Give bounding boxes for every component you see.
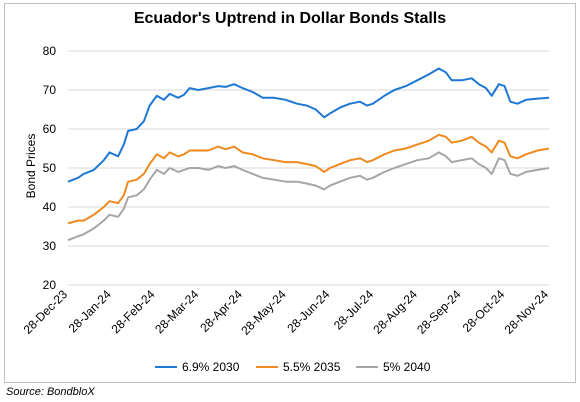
chart-frame bbox=[4, 3, 576, 383]
x-tick-label: 28-Jul-24 bbox=[331, 287, 377, 333]
y-tick-label: 30 bbox=[43, 239, 57, 253]
y-axis-label: Bond Prices bbox=[24, 134, 38, 199]
x-tick-label: 28-Oct-24 bbox=[460, 287, 508, 335]
y-tick-label: 40 bbox=[43, 200, 57, 214]
y-tick-label: 60 bbox=[43, 122, 57, 136]
x-tick-label: 28-Sep-24 bbox=[414, 287, 464, 337]
y-tick-label: 80 bbox=[43, 44, 57, 58]
y-tick-label: 50 bbox=[43, 161, 57, 175]
series-lines bbox=[67, 67, 550, 242]
x-tick-label: 28-Feb-24 bbox=[109, 287, 158, 336]
x-tick-label: 28-Mar-24 bbox=[152, 287, 201, 336]
x-tick-label: 28-May-24 bbox=[238, 287, 289, 338]
legend-label: 5.5% 2035 bbox=[283, 360, 341, 374]
series-line-1 bbox=[67, 67, 550, 183]
source-note: Source: BondbloX bbox=[6, 386, 95, 398]
series-line-2 bbox=[67, 133, 550, 225]
x-tick-label: 28-Dec-23 bbox=[21, 287, 71, 337]
gridlines bbox=[68, 50, 549, 286]
series-line-3 bbox=[67, 151, 550, 242]
legend: 6.9% 2030 5.5% 2035 5% 2040 bbox=[155, 360, 431, 374]
y-axis-ticks: 20 30 40 50 60 70 80 bbox=[43, 44, 57, 292]
legend-label: 5% 2040 bbox=[383, 360, 431, 374]
x-tick-label: 28-Nov-24 bbox=[502, 287, 552, 337]
x-tick-label: 28-Jun-24 bbox=[284, 287, 332, 335]
chart-title: Ecuador's Uptrend in Dollar Bonds Stalls bbox=[133, 10, 447, 27]
y-tick-label: 70 bbox=[43, 83, 57, 97]
y-tick-label: 20 bbox=[43, 278, 57, 292]
x-tick-label: 28-Aug-24 bbox=[370, 287, 420, 337]
legend-label: 6.9% 2030 bbox=[182, 360, 240, 374]
x-tick-label: 28-Jan-24 bbox=[66, 287, 114, 335]
